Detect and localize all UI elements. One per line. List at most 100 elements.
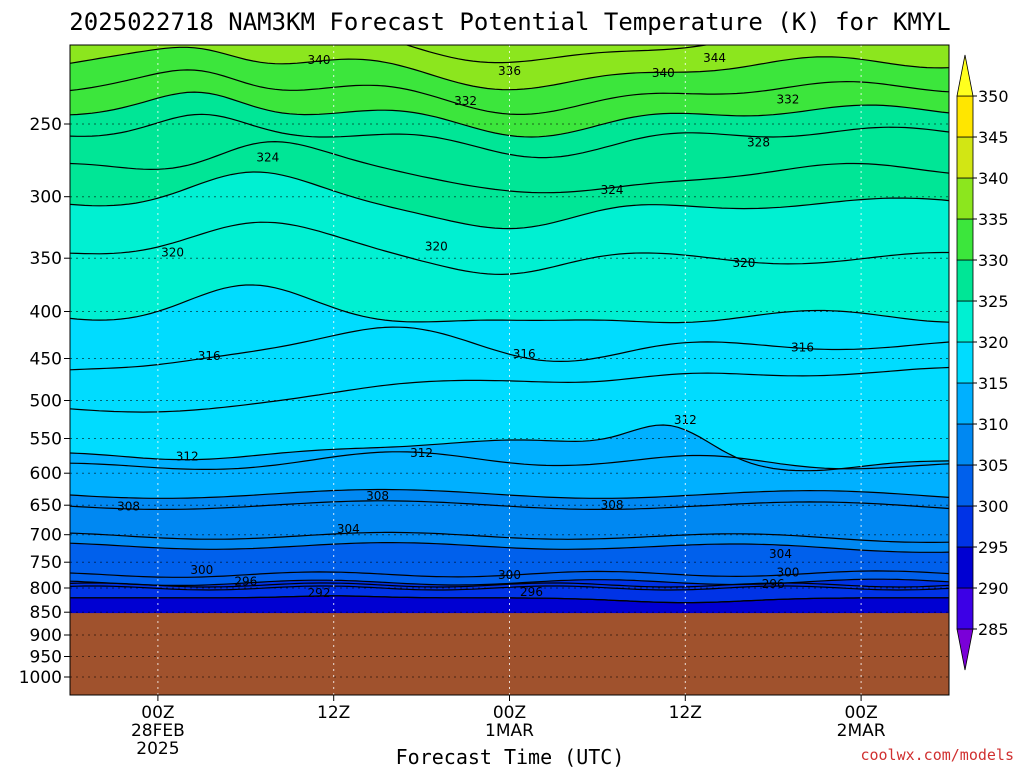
contour-label: 316: [198, 349, 221, 363]
x-tick-label: 28FEB: [131, 721, 185, 741]
contour-label: 312: [176, 449, 199, 463]
contour-label: 340: [308, 53, 331, 67]
y-tick-label: 750: [30, 553, 62, 573]
y-axis: 250 300 350 400 450 500 550 600 650 700 750 800 850 9…: [19, 115, 70, 688]
x-tick-label: 00Z: [141, 703, 174, 723]
contour-label: 296: [234, 575, 257, 589]
colorbar-label: 295: [978, 538, 1009, 557]
contour-label: 308: [601, 498, 624, 512]
contour-label: 300: [190, 563, 213, 577]
contour-line: [70, 500, 949, 510]
colorbar-label: 315: [978, 374, 1009, 393]
y-tick-label: 300: [30, 188, 62, 208]
colorbar-label: 340: [978, 169, 1009, 188]
colorbar: 285 290 295 300 305 310 315 320 325 330 335 340 345 3…: [956, 54, 1009, 671]
contour-label: 336: [498, 64, 521, 78]
contour-line: [70, 366, 949, 413]
colorbar-segment: [956, 136, 974, 179]
contour-labels: 340 336 340 344 332 332 328 324 324 320 320 320 316 3…: [117, 51, 814, 600]
y-tick-label: 950: [30, 648, 62, 668]
colorbar-label: 310: [978, 415, 1009, 434]
y-tick-label: 350: [30, 249, 62, 269]
contour-label: 320: [425, 240, 448, 254]
colorbar-segment: [956, 259, 974, 302]
colorbar-label: 325: [978, 292, 1009, 311]
x-tick-label: 00Z: [844, 703, 877, 723]
x-tick-label: 2MAR: [837, 721, 886, 741]
contour-label: 320: [732, 256, 755, 270]
colorbar-label: 350: [978, 87, 1009, 106]
contour-line: [70, 582, 949, 588]
contour-line: [70, 570, 949, 578]
contour-label: 344: [703, 51, 726, 65]
contour-line: [70, 451, 949, 470]
colorbar-segment: [956, 382, 974, 425]
colorbar-segment: [956, 95, 974, 138]
contour-line: [70, 578, 949, 586]
colorbar-label: 335: [978, 210, 1009, 229]
contour-label: 292: [308, 586, 331, 600]
contour-label: 340: [652, 66, 675, 80]
contour-label: 296: [762, 577, 785, 591]
colorbar-segment: [956, 218, 974, 261]
contour-label: 324: [601, 183, 624, 197]
colorbar-segment: [956, 505, 974, 548]
y-tick-label: 250: [30, 115, 62, 135]
y-tick-label: 500: [30, 392, 62, 412]
colorbar-label: 305: [978, 456, 1009, 475]
colorbar-segment: [956, 300, 974, 343]
contour-label: 308: [117, 499, 140, 513]
y-tick-label: 550: [30, 430, 62, 450]
contour-label: 332: [776, 92, 799, 106]
contour-line: [70, 171, 949, 230]
contour-line: [70, 0, 949, 5]
contour-line: [70, 542, 949, 553]
colorbar-segment: [956, 54, 974, 97]
y-tick-label: 600: [30, 464, 62, 484]
chart-title: 2025022718 NAM3KM Forecast Potential Tem…: [69, 8, 950, 36]
x-tick-label: 1MAR: [485, 721, 534, 741]
contour-label: 312: [410, 446, 433, 460]
colorbar-label: 300: [978, 497, 1009, 516]
x-tick-label: 00Z: [493, 703, 526, 723]
x-tick-label: 12Z: [317, 703, 350, 723]
contour-label: 316: [791, 341, 814, 355]
contour-line: [70, 585, 949, 591]
colorbar-segment: [956, 423, 974, 466]
contour-line: [70, 69, 949, 115]
colorbar-segment: [956, 546, 974, 589]
x-tick-label: 2025: [136, 739, 179, 759]
y-tick-label: 900: [30, 626, 62, 646]
contour-line: [70, 284, 949, 324]
contour-line: [70, 326, 949, 371]
colorbar-segment: [956, 628, 974, 671]
contour-label: 304: [769, 547, 792, 561]
contour-label: 324: [256, 151, 279, 165]
contour-label: 328: [747, 136, 770, 150]
contour-label: 296: [520, 585, 543, 599]
y-tick-label: 800: [30, 579, 62, 599]
colorbar-segment: [956, 464, 974, 507]
colorbar-label: 345: [978, 128, 1009, 147]
colorbar-segment: [956, 587, 974, 630]
y-tick-label: 700: [30, 526, 62, 546]
contour-label: 312: [674, 413, 697, 427]
contour-label: 308: [366, 489, 389, 503]
grid-lines: [70, 45, 949, 695]
colorbar-label: 290: [978, 579, 1009, 598]
contour-line: [70, 46, 949, 91]
y-tick-label: 450: [30, 350, 62, 370]
x-axis-title: Forecast Time (UTC): [396, 745, 625, 768]
contour-label: 304: [337, 522, 360, 536]
colorbar-label: 285: [978, 620, 1009, 639]
y-tick-label: 650: [30, 496, 62, 516]
colorbar-label: 320: [978, 333, 1009, 352]
colorbar-segment: [956, 341, 974, 384]
colorbar-segment: [956, 177, 974, 220]
contour-line: [404, 45, 710, 64]
y-tick-label: 1000: [19, 668, 62, 688]
contour-label: 332: [454, 94, 477, 108]
y-tick-label: 400: [30, 303, 62, 323]
